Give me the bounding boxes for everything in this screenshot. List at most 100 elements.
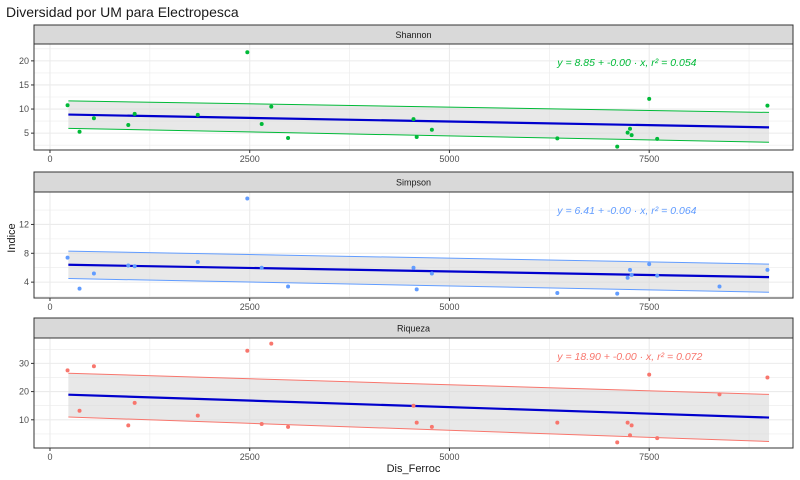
data-point-simpson bbox=[615, 291, 620, 296]
data-point-riqueza bbox=[717, 392, 722, 397]
equation-label-riqueza: y = 18.90 + -0.00 · x, r² = 0.072 bbox=[556, 351, 702, 363]
x-tick-label-simpson: 2500 bbox=[240, 302, 260, 312]
data-point-riqueza bbox=[286, 424, 291, 429]
data-point-riqueza bbox=[615, 440, 620, 445]
equation-label-shannon: y = 8.85 + -0.00 · x, r² = 0.054 bbox=[556, 57, 696, 69]
data-point-simpson bbox=[628, 267, 633, 272]
regression-line-simpson bbox=[68, 263, 770, 279]
y-tick-label-simpson: 12 bbox=[19, 219, 29, 229]
data-point-riqueza bbox=[245, 348, 250, 353]
y-tick-label-riqueza: 10 bbox=[19, 415, 29, 425]
data-point-riqueza bbox=[132, 400, 137, 405]
data-point-shannon bbox=[655, 136, 660, 141]
data-point-riqueza bbox=[91, 364, 96, 369]
x-tick-label-simpson: 0 bbox=[47, 302, 52, 312]
data-point-shannon bbox=[259, 121, 264, 126]
data-point-riqueza bbox=[65, 368, 70, 373]
y-tick-label-simpson: 8 bbox=[24, 248, 29, 258]
data-point-shannon bbox=[126, 122, 131, 127]
data-point-simpson bbox=[629, 272, 634, 277]
data-point-shannon bbox=[245, 50, 250, 55]
data-point-simpson bbox=[77, 286, 82, 291]
y-tick-label-shannon: 15 bbox=[19, 80, 29, 90]
confidence-upper-line-shannon bbox=[68, 100, 770, 113]
y-axis-label: Indice bbox=[6, 223, 18, 252]
data-point-shannon bbox=[429, 127, 434, 132]
regression-line-shannon bbox=[68, 113, 770, 129]
panel-strip-label-shannon: Shannon bbox=[395, 30, 431, 40]
x-tick-label-simpson: 5000 bbox=[439, 302, 459, 312]
panel-strip-label-riqueza: Riqueza bbox=[397, 324, 430, 334]
data-point-simpson bbox=[286, 284, 291, 289]
y-tick-label-riqueza: 30 bbox=[19, 358, 29, 368]
data-point-simpson bbox=[429, 271, 434, 276]
data-point-simpson bbox=[195, 259, 200, 264]
x-tick-label-shannon: 5000 bbox=[439, 154, 459, 164]
data-point-riqueza bbox=[259, 422, 264, 427]
data-point-riqueza bbox=[414, 420, 419, 425]
x-tick-label-riqueza: 5000 bbox=[439, 452, 459, 462]
data-point-riqueza bbox=[629, 423, 634, 428]
data-point-riqueza bbox=[765, 375, 770, 380]
data-point-shannon bbox=[629, 133, 634, 138]
data-point-shannon bbox=[132, 111, 137, 116]
data-point-riqueza bbox=[411, 403, 416, 408]
y-tick-label-shannon: 5 bbox=[24, 128, 29, 138]
x-axis-label: Dis_Ferroc bbox=[387, 463, 441, 475]
y-tick-label-simpson: 4 bbox=[24, 277, 29, 287]
data-point-shannon bbox=[286, 135, 291, 140]
x-tick-label-riqueza: 7500 bbox=[639, 452, 659, 462]
data-point-shannon bbox=[615, 144, 620, 149]
confidence-lower-line-simpson bbox=[68, 278, 770, 293]
data-point-riqueza bbox=[269, 341, 274, 346]
panel-border-shannon bbox=[33, 43, 794, 151]
data-point-shannon bbox=[625, 130, 630, 135]
y-tick-label-shannon: 20 bbox=[19, 56, 29, 66]
x-tick-label-shannon: 0 bbox=[47, 154, 52, 164]
data-point-simpson bbox=[259, 265, 264, 270]
confidence-band-riqueza bbox=[68, 373, 770, 442]
data-point-simpson bbox=[555, 290, 560, 295]
equation-label-simpson: y = 6.41 + -0.00 · x, r² = 0.064 bbox=[556, 205, 696, 217]
data-point-simpson bbox=[414, 287, 419, 292]
data-point-riqueza bbox=[647, 372, 652, 377]
data-point-shannon bbox=[411, 117, 416, 122]
data-point-simpson bbox=[65, 255, 70, 260]
data-point-simpson bbox=[717, 284, 722, 289]
panel-border-simpson bbox=[33, 191, 794, 299]
x-tick-label-riqueza: 2500 bbox=[240, 452, 260, 462]
x-tick-label-shannon: 2500 bbox=[240, 154, 260, 164]
confidence-lower-line-riqueza bbox=[68, 416, 770, 443]
data-point-riqueza bbox=[77, 408, 82, 413]
data-point-shannon bbox=[647, 96, 652, 101]
data-point-simpson bbox=[91, 271, 96, 276]
data-point-simpson bbox=[625, 275, 630, 280]
panel-border-riqueza bbox=[33, 337, 794, 449]
y-tick-label-riqueza: 20 bbox=[19, 387, 29, 397]
data-point-simpson bbox=[655, 273, 660, 278]
data-point-shannon bbox=[195, 112, 200, 117]
confidence-upper-line-simpson bbox=[68, 250, 770, 265]
x-tick-label-shannon: 7500 bbox=[639, 154, 659, 164]
x-tick-label-simpson: 7500 bbox=[639, 302, 659, 312]
data-point-simpson bbox=[765, 267, 770, 272]
data-point-shannon bbox=[269, 104, 274, 109]
data-point-simpson bbox=[647, 262, 652, 267]
data-point-riqueza bbox=[195, 413, 200, 418]
data-point-simpson bbox=[126, 263, 131, 268]
data-point-riqueza bbox=[126, 423, 131, 428]
data-point-shannon bbox=[77, 129, 82, 134]
confidence-upper-line-riqueza bbox=[68, 372, 770, 395]
data-point-riqueza bbox=[625, 420, 630, 425]
chart-title: Diversidad por UM para Electropesca bbox=[6, 4, 239, 20]
data-point-simpson bbox=[245, 196, 250, 201]
data-point-shannon bbox=[91, 116, 96, 121]
data-point-shannon bbox=[414, 134, 419, 139]
data-point-shannon bbox=[765, 103, 770, 108]
data-point-shannon bbox=[65, 103, 70, 108]
data-point-shannon bbox=[628, 126, 633, 131]
confidence-lower-line-shannon bbox=[68, 127, 770, 143]
data-point-riqueza bbox=[429, 424, 434, 429]
data-point-riqueza bbox=[628, 433, 633, 438]
